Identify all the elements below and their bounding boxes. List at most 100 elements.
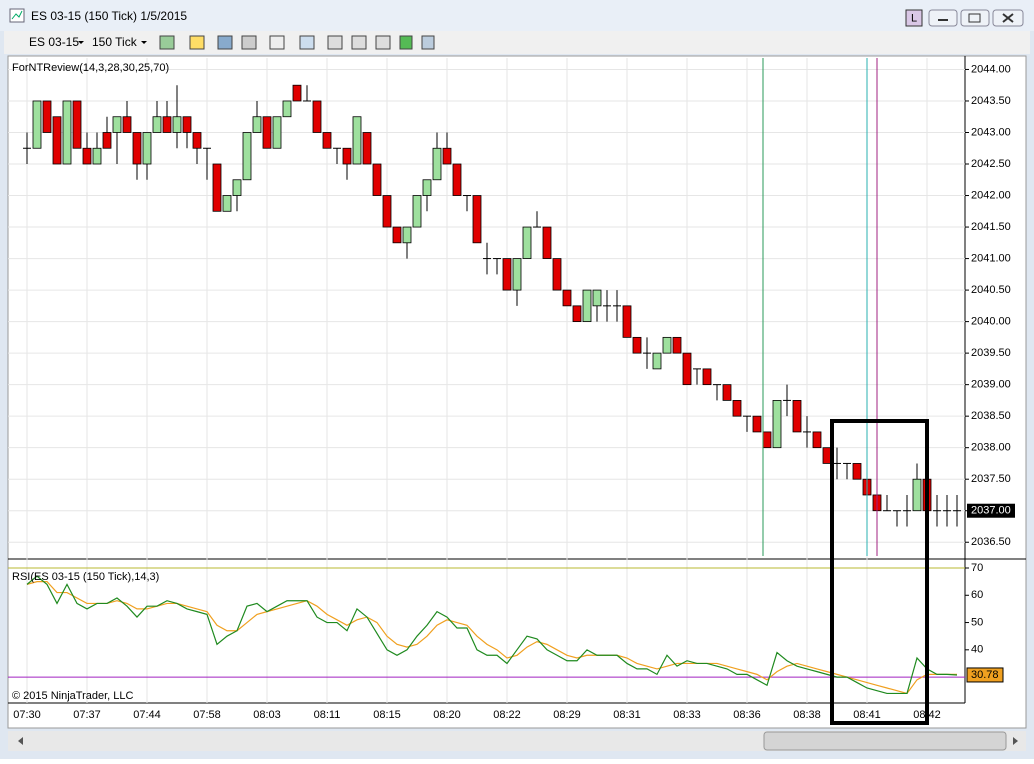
x-tick-label: 07:58 [193, 709, 221, 721]
y-tick-label: 2044.00 [971, 63, 1011, 75]
title-bar [0, 0, 1034, 31]
x-tick-label: 08:41 [853, 709, 881, 721]
y-tick-label: 2039.50 [971, 347, 1011, 359]
link-button-label[interactable]: L [911, 12, 917, 24]
candle-body [212, 163, 222, 212]
candle-body [172, 116, 182, 133]
candle-body [222, 195, 232, 212]
candle-body [152, 116, 162, 133]
x-tick-label: 08:33 [673, 709, 701, 721]
candle-body [322, 132, 332, 149]
candle-body [522, 226, 532, 259]
restore-button[interactable] [960, 9, 990, 27]
y-tick-label: 2043.00 [971, 126, 1011, 138]
candle-body [342, 147, 352, 165]
x-tick-label: 07:30 [13, 709, 41, 721]
highlight-box [830, 419, 929, 725]
y-tick-label: 2038.00 [971, 442, 1011, 454]
candle-body [392, 226, 402, 244]
x-tick-label: 08:20 [433, 709, 461, 721]
close-icon [1002, 13, 1014, 23]
candle-body [432, 147, 442, 181]
candle-body [352, 116, 362, 165]
indicators-button[interactable] [375, 35, 391, 50]
panel-button[interactable] [421, 35, 435, 50]
candle-body [72, 100, 82, 149]
candle-body [32, 100, 42, 149]
crosshair-button[interactable] [217, 35, 233, 50]
interval-selector[interactable]: 150 Tick [92, 35, 138, 49]
y-tick-label: 40 [971, 644, 983, 656]
candle-body [622, 305, 632, 338]
candle-body [762, 431, 772, 449]
x-tick-label: 08:38 [793, 709, 821, 721]
indicator-label: ForNTReview(14,3,28,30,25,70) [12, 62, 169, 74]
y-tick-label: 2036.50 [971, 536, 1011, 548]
rsi-line [26, 581, 957, 695]
candle-body [102, 132, 112, 149]
tool-button[interactable] [241, 35, 257, 50]
candle-body [112, 116, 122, 133]
toolbar: ES 03-15 150 Tick [4, 31, 1030, 54]
candle-body [132, 132, 142, 165]
candle-body [912, 478, 922, 512]
candle-body [292, 84, 302, 102]
x-tick-label: 08:03 [253, 709, 281, 721]
toolbar-bg [4, 31, 1030, 54]
candle-body [372, 163, 382, 196]
candle-body [362, 132, 372, 165]
candle-body [82, 147, 92, 165]
link-button[interactable] [905, 9, 923, 27]
candle-body [382, 195, 392, 228]
y-tick-label: 2039.00 [971, 379, 1011, 391]
rsi-line [26, 575, 958, 695]
properties-button[interactable] [327, 35, 343, 50]
candle-body [412, 195, 422, 228]
candle-body [282, 100, 292, 118]
bar-type-button[interactable] [159, 35, 175, 50]
candle-body [512, 258, 522, 291]
scroll-thumb[interactable] [763, 731, 1007, 751]
candle-body [312, 100, 322, 133]
x-tick-label: 08:36 [733, 709, 761, 721]
y-tick-label: 2037.50 [971, 473, 1011, 485]
draw-tool-button[interactable] [189, 35, 205, 50]
candle-body [672, 336, 682, 354]
x-tick-label: 08:11 [314, 709, 341, 721]
candle-body [192, 132, 202, 149]
minimize-button[interactable] [928, 9, 958, 27]
last-price-box [967, 503, 1015, 518]
candle-body [422, 179, 432, 196]
instrument-selector[interactable]: ES 03-15 [29, 35, 79, 49]
candle-body [52, 116, 62, 165]
last-value-box [966, 667, 1004, 683]
candle-body [182, 116, 192, 133]
y-tick-label: 2040.50 [971, 284, 1011, 296]
dollar-button[interactable] [399, 35, 413, 50]
x-tick-label: 08:31 [613, 709, 641, 721]
y-tick-label: 2042.50 [971, 158, 1011, 170]
candle-body [662, 336, 672, 354]
dropdown-arrow[interactable] [141, 41, 147, 44]
candle-body [452, 163, 462, 196]
x-tick-label: 08:15 [373, 709, 401, 721]
candle-body [402, 226, 412, 244]
candle-body [542, 226, 552, 259]
candle-body [252, 116, 262, 133]
candle-body [472, 195, 482, 244]
candle-body [822, 447, 832, 464]
dropdown-arrow[interactable] [78, 41, 84, 44]
app-icon-line [11, 10, 23, 20]
restore-icon [968, 13, 981, 23]
y-tick-label: 50 [971, 616, 983, 628]
chart-area [7, 55, 1027, 729]
candle-body [272, 116, 282, 149]
zoom-button[interactable] [299, 35, 315, 50]
candle-body [562, 289, 572, 307]
last-value-label: 30.78 [971, 669, 999, 681]
pointer-button[interactable] [269, 35, 285, 50]
strategies-button[interactable] [351, 35, 367, 50]
y-tick-label: 2041.50 [971, 221, 1011, 233]
candle-body [682, 352, 692, 386]
